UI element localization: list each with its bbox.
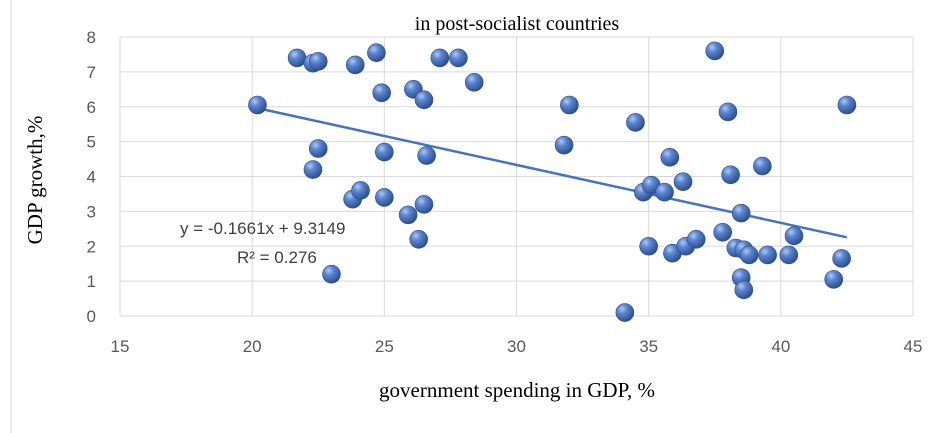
data-point bbox=[779, 245, 799, 265]
data-point bbox=[430, 48, 450, 68]
y-tick-label: 2 bbox=[87, 237, 96, 256]
data-point bbox=[375, 142, 394, 162]
y-tick-label: 1 bbox=[87, 272, 96, 291]
data-point bbox=[721, 165, 740, 185]
data-point bbox=[287, 48, 307, 68]
data-point bbox=[351, 181, 370, 200]
data-point bbox=[626, 113, 645, 132]
trendline-equation: y = -0.1661x + 9.3149 bbox=[180, 219, 345, 238]
chart-title: in post-socialist countries bbox=[415, 13, 620, 35]
y-tick-label: 4 bbox=[87, 168, 96, 187]
data-point bbox=[673, 172, 693, 192]
data-point bbox=[464, 73, 484, 92]
data-point bbox=[731, 203, 751, 223]
data-point bbox=[409, 229, 428, 249]
data-point bbox=[560, 95, 579, 115]
data-point bbox=[832, 249, 851, 268]
y-tick-label: 3 bbox=[87, 202, 96, 221]
x-tick-label: 45 bbox=[904, 337, 923, 356]
data-point bbox=[322, 264, 341, 284]
data-points bbox=[248, 41, 857, 322]
data-point bbox=[686, 229, 706, 249]
data-point bbox=[753, 156, 772, 176]
data-point bbox=[734, 280, 754, 300]
data-point bbox=[417, 146, 436, 165]
data-point bbox=[367, 43, 386, 62]
data-point bbox=[398, 205, 418, 225]
data-point bbox=[655, 182, 674, 202]
y-tick-label: 7 bbox=[87, 63, 96, 82]
data-point bbox=[639, 236, 658, 256]
x-tick-label: 40 bbox=[771, 337, 790, 356]
x-tick-label: 25 bbox=[375, 337, 394, 356]
y-tick-label: 5 bbox=[87, 133, 96, 152]
x-tick-label: 15 bbox=[111, 337, 130, 356]
x-tick-labels: 15 20 25 30 35 40 45 bbox=[111, 337, 923, 356]
data-point bbox=[824, 270, 844, 289]
y-tick-label: 6 bbox=[87, 98, 96, 117]
x-tick-label: 35 bbox=[639, 337, 658, 356]
x-tick-label: 30 bbox=[507, 337, 526, 356]
data-point bbox=[375, 188, 394, 207]
data-point bbox=[345, 55, 365, 75]
x-axis-title: government spending in GDP, % bbox=[379, 378, 655, 402]
data-point bbox=[784, 226, 804, 246]
x-tick-label: 20 bbox=[243, 337, 262, 356]
data-point bbox=[308, 139, 328, 158]
data-point bbox=[554, 135, 574, 155]
y-tick-label: 8 bbox=[87, 28, 96, 47]
data-point bbox=[705, 41, 725, 61]
gridlines bbox=[119, 36, 914, 317]
data-point bbox=[718, 102, 738, 122]
r-squared-label: R² = 0.276 bbox=[237, 248, 317, 267]
data-point bbox=[660, 148, 680, 167]
data-point bbox=[303, 160, 323, 179]
data-point bbox=[248, 95, 267, 115]
y-tick-labels: 0 1 2 3 4 5 6 7 8 bbox=[87, 28, 96, 326]
y-axis-title: GDP growth,% bbox=[23, 116, 47, 245]
data-point bbox=[414, 195, 434, 214]
data-point bbox=[739, 245, 759, 265]
data-point bbox=[758, 245, 777, 265]
data-point bbox=[837, 95, 857, 115]
data-point bbox=[615, 303, 635, 322]
y-tick-label: 0 bbox=[87, 307, 96, 326]
data-point bbox=[372, 83, 391, 103]
data-point bbox=[713, 223, 732, 242]
data-point bbox=[414, 90, 434, 110]
data-point bbox=[308, 52, 328, 71]
data-point bbox=[449, 48, 468, 68]
